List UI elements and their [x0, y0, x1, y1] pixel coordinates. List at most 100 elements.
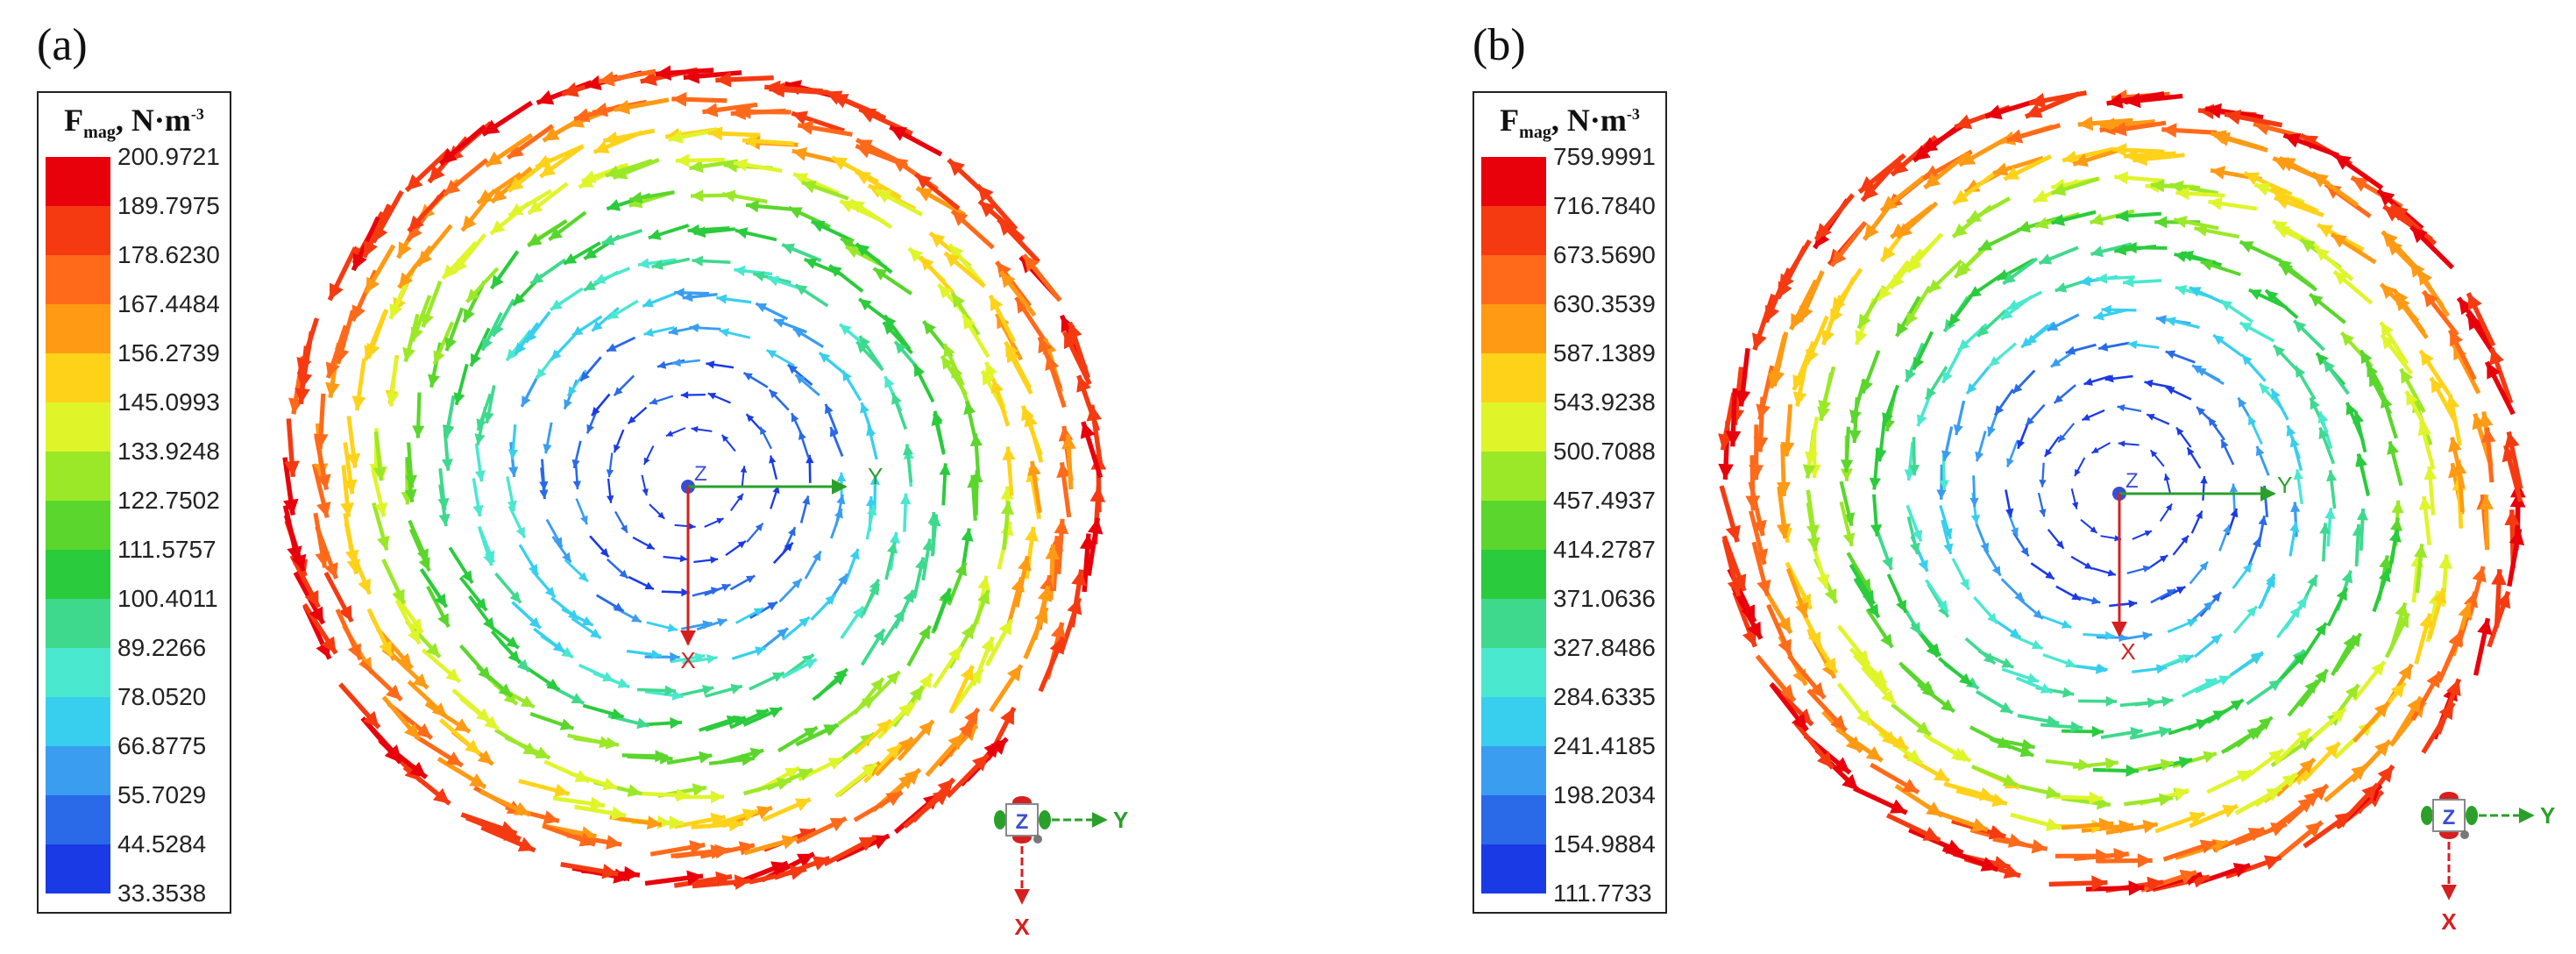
force-vector-head [550, 299, 563, 310]
legend-tick-label: 78.0520 [117, 683, 207, 710]
force-vector-head [867, 504, 877, 516]
force-vector-head [869, 474, 880, 485]
force-vector-head [680, 391, 689, 399]
force-vector-head [2448, 437, 2462, 452]
force-vector-head [2007, 833, 2025, 848]
force-vector-head [715, 871, 732, 887]
force-vector-head [2208, 416, 2217, 427]
force-vector-head [1918, 559, 1928, 572]
force-vector-head [977, 185, 994, 203]
force-vector-head [2317, 411, 2329, 424]
force-vector-head [506, 636, 519, 649]
force-vector-head [2351, 177, 2369, 192]
force-vector-head [486, 151, 503, 167]
force-vector-head [1025, 526, 1039, 542]
force-vector-head [2334, 812, 2352, 828]
force-vector-head [2381, 334, 2395, 350]
force-vector-head [1745, 495, 1761, 511]
force-vector-head [309, 606, 323, 624]
force-vector-head [2165, 317, 2176, 327]
force-vector-head [1989, 356, 2000, 367]
force-vector-head [1892, 735, 1908, 750]
force-vector-head [743, 373, 753, 381]
force-vector-head [797, 853, 814, 868]
force-vector-head [1965, 677, 1979, 689]
panel-b-arrows [1718, 89, 2526, 896]
force-vector-head [2160, 758, 2174, 772]
panel-b-y-label: Y [2277, 472, 2292, 498]
force-vector-head [1997, 737, 2012, 748]
force-vector-head [2174, 787, 2189, 801]
force-vector-head [2106, 93, 2124, 109]
force-vector-head [2123, 276, 2134, 288]
force-vector-head [2324, 360, 2336, 373]
force-vector-head [964, 708, 978, 725]
force-vector-head [736, 494, 743, 502]
force-vector-head [2196, 510, 2203, 519]
force-vector-head [2047, 715, 2060, 727]
force-vector-head [623, 865, 640, 882]
force-vector-head [373, 466, 387, 481]
force-vector-head [2020, 546, 2029, 557]
force-vector-head [1718, 463, 1734, 480]
force-vector-head [909, 686, 923, 701]
force-vector-head [1977, 324, 1990, 337]
force-vector-head [865, 496, 876, 507]
force-vector-head [601, 864, 619, 879]
force-vector-head [476, 418, 487, 431]
force-vector-head [421, 312, 434, 328]
force-vector-head [564, 399, 572, 409]
force-vector-head [1753, 437, 1769, 452]
force-vector-head [543, 126, 560, 141]
force-vector-head [2214, 132, 2231, 146]
force-vector-head [706, 654, 718, 665]
force-vector-head [385, 744, 402, 762]
force-vector-head [1742, 630, 1757, 647]
force-vector-head [529, 564, 538, 575]
force-vector-head [321, 636, 337, 654]
force-vector-head [1905, 311, 1919, 326]
force-vector-head [606, 835, 622, 850]
force-vector-head [1061, 434, 1076, 450]
force-vector-head [1791, 713, 1807, 730]
force-vector-head [2378, 568, 2391, 583]
force-vector-head [602, 672, 614, 682]
force-vector-head [2132, 152, 2148, 167]
force-vector-head [961, 624, 974, 640]
force-vector-head [415, 723, 432, 738]
force-vector-head [1907, 258, 1922, 273]
force-vector-head [914, 364, 925, 377]
force-vector-head [581, 170, 597, 183]
force-vector-head [832, 157, 848, 170]
force-vector-head [2396, 613, 2409, 629]
force-vector-head [919, 721, 933, 737]
force-vector-head [2104, 630, 2115, 641]
force-vector-head [1821, 329, 1835, 345]
force-vector-head [484, 716, 499, 730]
force-vector-head [607, 199, 621, 211]
force-vector-head [2390, 517, 2402, 531]
force-vector-head [2082, 413, 2090, 421]
force-vector-head [493, 323, 504, 337]
force-vector-head [969, 433, 983, 446]
force-vector-head [1027, 460, 1041, 476]
force-vector-head [571, 459, 580, 468]
force-vector-head [929, 514, 941, 527]
force-vector-head [2047, 321, 2059, 331]
force-vector-head [2118, 819, 2134, 834]
force-vector-head [1087, 517, 1103, 535]
force-vector-head [2348, 633, 2361, 648]
force-vector-head [1985, 104, 2003, 120]
force-vector-head [2075, 468, 2081, 476]
panel-a-z-label: Z [694, 462, 707, 486]
force-vector-head [2007, 299, 2019, 310]
force-vector-head [611, 806, 627, 821]
force-vector-head [539, 481, 549, 491]
force-vector-head [2142, 631, 2153, 641]
force-vector-head [755, 646, 766, 657]
force-vector-head [2252, 537, 2261, 548]
legend-tick-label: 587.1389 [1553, 339, 1656, 367]
force-vector-head [755, 523, 763, 531]
force-vector-head [1955, 264, 1969, 278]
force-vector-head [1959, 673, 1972, 686]
